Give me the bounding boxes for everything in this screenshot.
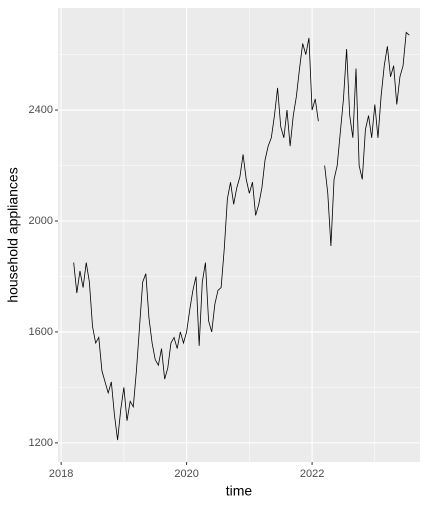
y-tick-label: 1600 — [29, 326, 53, 338]
line — [73, 37, 319, 441]
x-tick-label: 2022 — [300, 468, 324, 480]
x-axis-title: time — [226, 483, 253, 499]
x-tick-label: 2018 — [49, 468, 73, 480]
y-tick-label: 1200 — [29, 437, 53, 449]
panel — [58, 8, 420, 462]
x-tick-label: 2020 — [174, 468, 198, 480]
y-axis-title: household appliances — [5, 167, 21, 302]
y-tick-label: 2000 — [29, 215, 53, 227]
y-tick-label: 2400 — [29, 104, 53, 116]
line — [324, 31, 410, 246]
